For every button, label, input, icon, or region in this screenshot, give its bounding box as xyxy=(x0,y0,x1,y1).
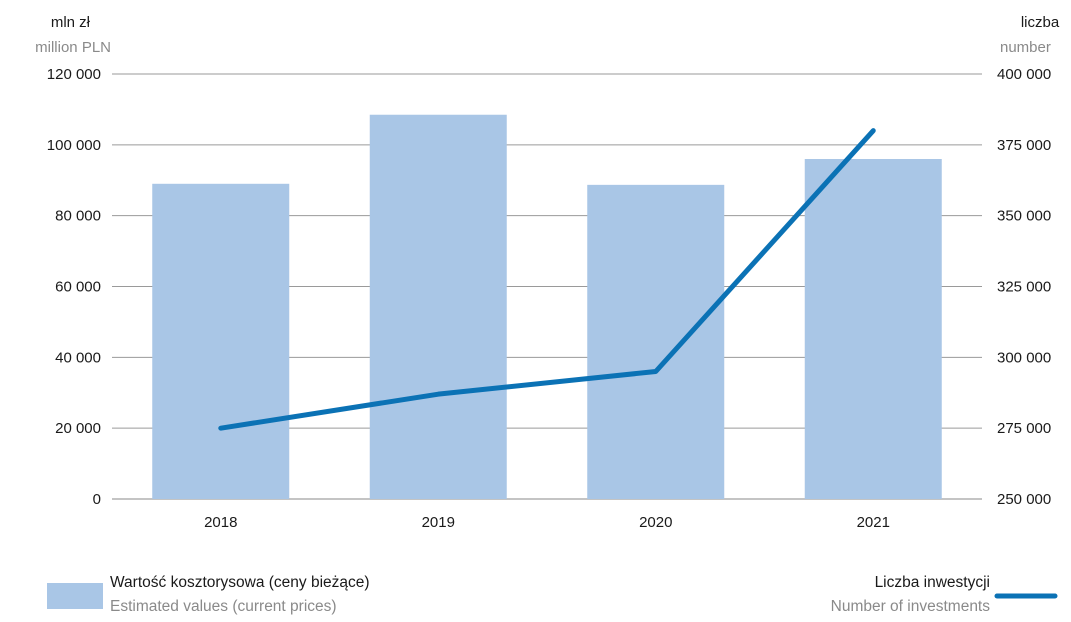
right-axis-unit: liczba xyxy=(1021,14,1060,31)
legend-line-label-en: Number of investments xyxy=(831,598,991,615)
right-tick-label: 400 000 xyxy=(997,66,1051,83)
left-tick-label: 120 000 xyxy=(47,66,101,83)
legend-bar-label-en: Estimated values (current prices) xyxy=(110,598,337,615)
bar-2020 xyxy=(587,185,724,499)
right-tick-label: 350 000 xyxy=(997,208,1051,225)
left-axis-unit: mln zł xyxy=(51,14,91,31)
left-axis-unit-en: million PLN xyxy=(35,39,111,56)
left-tick-label: 40 000 xyxy=(55,349,101,366)
left-tick-label: 100 000 xyxy=(47,137,101,154)
bar-2021 xyxy=(805,159,942,499)
legend: Wartość kosztorysowa (ceny bieżące) Esti… xyxy=(47,574,1055,615)
x-tick-label: 2020 xyxy=(639,514,672,531)
bars xyxy=(152,115,942,499)
right-tick-label: 325 000 xyxy=(997,279,1051,296)
legend-bar-swatch xyxy=(47,583,103,609)
right-tick-label: 275 000 xyxy=(997,420,1051,437)
x-tick-label: 2021 xyxy=(857,514,890,531)
legend-bar-label: Wartość kosztorysowa (ceny bieżące) xyxy=(110,574,370,591)
right-tick-label: 375 000 xyxy=(997,137,1051,154)
right-tick-label: 250 000 xyxy=(997,491,1051,508)
right-tick-label: 300 000 xyxy=(997,349,1051,366)
right-axis-unit-en: number xyxy=(1000,39,1051,56)
left-tick-label: 80 000 xyxy=(55,208,101,225)
bar-2019 xyxy=(370,115,507,499)
left-tick-label: 0 xyxy=(93,491,101,508)
legend-line-label: Liczba inwestycji xyxy=(875,574,990,591)
line-series xyxy=(221,131,874,429)
left-tick-label: 20 000 xyxy=(55,420,101,437)
line-number-of-investments xyxy=(221,131,874,429)
x-tick-label: 2018 xyxy=(204,514,237,531)
left-tick-label: 60 000 xyxy=(55,279,101,296)
bar-2018 xyxy=(152,184,289,499)
x-tick-label: 2019 xyxy=(422,514,455,531)
